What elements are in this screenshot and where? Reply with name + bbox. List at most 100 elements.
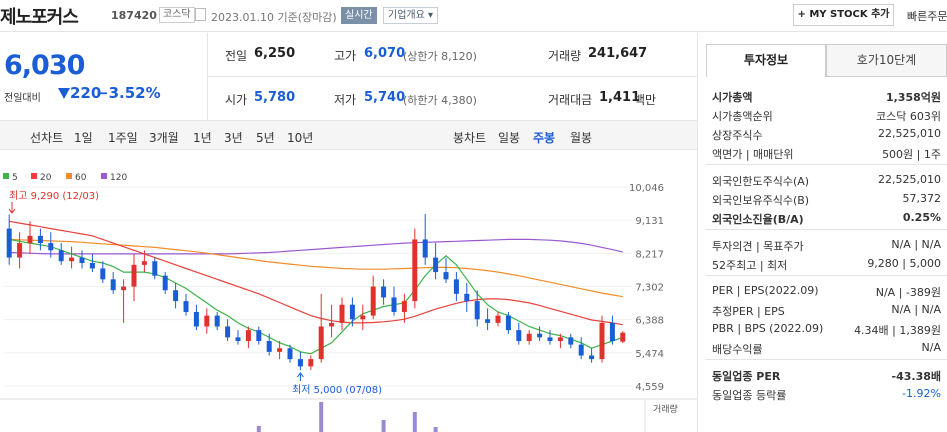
tab-3year[interactable]: 3년: [224, 131, 243, 145]
candle-body: [204, 315, 210, 327]
candle-body: [287, 348, 293, 360]
candle-body: [121, 286, 127, 291]
quick-order-link[interactable]: 빠른주문: [907, 10, 947, 23]
info-key: PBR | BPS (2022.09): [712, 322, 824, 335]
info-key: 상장주식수: [712, 129, 763, 142]
candle-chart-label: 봉차트: [453, 131, 487, 145]
candle-body: [17, 243, 23, 258]
info-value: 코스닥 603위: [876, 110, 941, 123]
legend-swatch: [101, 173, 107, 179]
change-label: 전일대비: [4, 93, 41, 104]
candle-body: [568, 337, 574, 345]
candle-body: [27, 235, 33, 244]
change-value: 220: [70, 84, 102, 102]
low-value: 5,740: [364, 90, 406, 105]
candle-body: [578, 344, 584, 356]
candle-body: [422, 239, 428, 258]
candle-body: [266, 340, 272, 352]
info-row: 추정PER | EPS N/A | N/A: [712, 303, 941, 320]
candle-body: [214, 315, 220, 327]
company-overview-dropdown[interactable]: 기업개요 ▾: [383, 7, 438, 24]
candle-body: [464, 293, 470, 302]
info-value: 0.25%: [902, 211, 941, 224]
candle-body: [110, 279, 116, 291]
divider: [697, 33, 698, 432]
candle-body: [297, 359, 303, 367]
tab-weekly[interactable]: 주봉: [533, 131, 556, 145]
add-mystock-button[interactable]: + MY STOCK 추가: [793, 4, 894, 26]
candle-body: [495, 315, 501, 323]
candle-body: [256, 330, 262, 341]
info-value: N/A | N/A: [891, 303, 941, 316]
high-value: 6,070: [364, 46, 406, 61]
y-tick-label: 7,302: [635, 283, 664, 294]
lower-limit: (하한가 4,380): [403, 94, 477, 107]
candle-body: [339, 304, 345, 323]
amount-label: 거래대금: [548, 93, 593, 107]
amount-value: 1,411: [599, 90, 641, 105]
candle-body: [609, 322, 615, 341]
legend-label: 20: [40, 173, 52, 183]
candle-body: [474, 301, 480, 320]
info-key: 외국인소진율(B/A): [712, 213, 804, 226]
info-key: 추정PER | EPS: [712, 305, 785, 318]
stock-header: 제노포커스 187420 코스닥 2023.01.10 기준(장마감) 실시간 …: [0, 0, 947, 32]
open-value: 5,780: [254, 90, 296, 105]
period-tab-bar: 선차트 1일 1주일 3개월 1년 3년 5년 10년 봉차트 일봉 주봉 월봉: [0, 120, 697, 150]
tab-daily[interactable]: 일봉: [498, 131, 521, 145]
candle-body: [183, 301, 189, 312]
tab-order-book[interactable]: 호가10단계: [826, 44, 947, 77]
down-arrow-icon: [58, 88, 70, 99]
tab-3month[interactable]: 3개월: [149, 131, 179, 145]
high-arrow-head: [8, 208, 16, 214]
volume-value: 241,647: [588, 46, 648, 61]
candle-body: [162, 275, 168, 291]
info-key: PER | EPS(2022.09): [712, 284, 819, 297]
info-key: 외국인보유주식수(B): [712, 194, 810, 207]
market-badge: 코스닥: [159, 7, 195, 23]
info-value: 9,280 | 5,000: [867, 257, 941, 270]
candle-body: [235, 337, 241, 341]
info-value: N/A | N/A: [891, 238, 941, 251]
panel-divider: [706, 164, 947, 165]
info-row: 외국인소진율(B/A) 0.25%: [712, 211, 941, 228]
change-rate: −3.52%: [96, 84, 161, 102]
candle-body: [131, 264, 137, 287]
tab-10year[interactable]: 10년: [287, 131, 314, 145]
info-value: 22,525,010: [878, 127, 941, 140]
volume-bar: [319, 402, 324, 432]
volume-bar: [256, 426, 261, 432]
tab-1year[interactable]: 1년: [193, 131, 212, 145]
tab-invest-info[interactable]: 투자정보: [706, 44, 826, 77]
info-row: 상장주식수 22,525,010: [712, 127, 941, 144]
candle-body: [516, 330, 522, 341]
volume-label: 거래량: [653, 403, 678, 415]
stock-chart[interactable]: 10,046 9,131 8,217 7,302 6,388 5,474 4,559 5 20 6…: [0, 150, 697, 432]
tab-1day[interactable]: 1일: [74, 131, 93, 145]
candle-body: [6, 228, 12, 258]
candle-body: [37, 235, 43, 244]
y-tick-label: 5,474: [635, 349, 664, 360]
info-key: 시가총액: [712, 91, 753, 104]
info-value: -1.92%: [902, 387, 941, 400]
tab-monthly[interactable]: 월봉: [570, 131, 593, 145]
info-row: 배당수익률 N/A: [712, 341, 941, 358]
info-value: 1,358억원: [885, 91, 941, 104]
info-key: 외국인한도주식수(A): [712, 175, 810, 188]
realtime-button[interactable]: 실시간: [341, 7, 377, 24]
ma120-line: [9, 238, 623, 255]
tab-5year[interactable]: 5년: [256, 131, 275, 145]
info-key: 액면가 | 매매단위: [712, 148, 794, 161]
info-row: 시가총액 1,358억원: [712, 89, 941, 106]
info-key: 투자의견 | 목표주가: [712, 240, 804, 253]
candle-body: [537, 333, 543, 338]
low-arrow-head: [297, 372, 304, 378]
candle-body: [349, 304, 355, 320]
open-label: 시가: [225, 93, 248, 107]
candle-body: [277, 348, 283, 352]
upper-limit: (상한가 8,120): [403, 50, 477, 63]
info-key: 동일업종 등락률: [712, 389, 787, 402]
candle-body: [433, 257, 439, 273]
tab-1week[interactable]: 1주일: [108, 131, 138, 145]
low-annotation: 최저 5,000 (07/08): [292, 384, 382, 396]
